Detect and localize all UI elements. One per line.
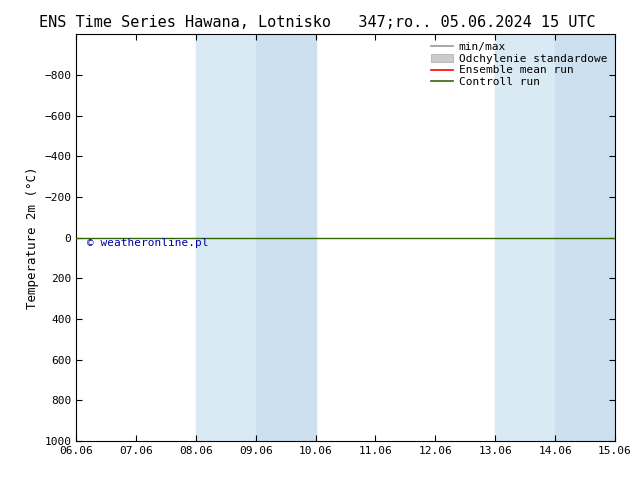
Bar: [495, 34, 555, 441]
Legend: min/max, Odchylenie standardowe, Ensemble mean run, Controll run: min/max, Odchylenie standardowe, Ensembl…: [429, 40, 609, 89]
Y-axis label: Temperature 2m (°C): Temperature 2m (°C): [25, 167, 39, 309]
Bar: [196, 34, 256, 441]
Text: ENS Time Series Hawana, Lotnisko   347;ro.. 05.06.2024 15 UTC: ENS Time Series Hawana, Lotnisko 347;ro.…: [39, 15, 595, 30]
Bar: [256, 34, 316, 441]
Bar: [555, 34, 615, 441]
Text: © weatheronline.pl: © weatheronline.pl: [87, 238, 209, 247]
